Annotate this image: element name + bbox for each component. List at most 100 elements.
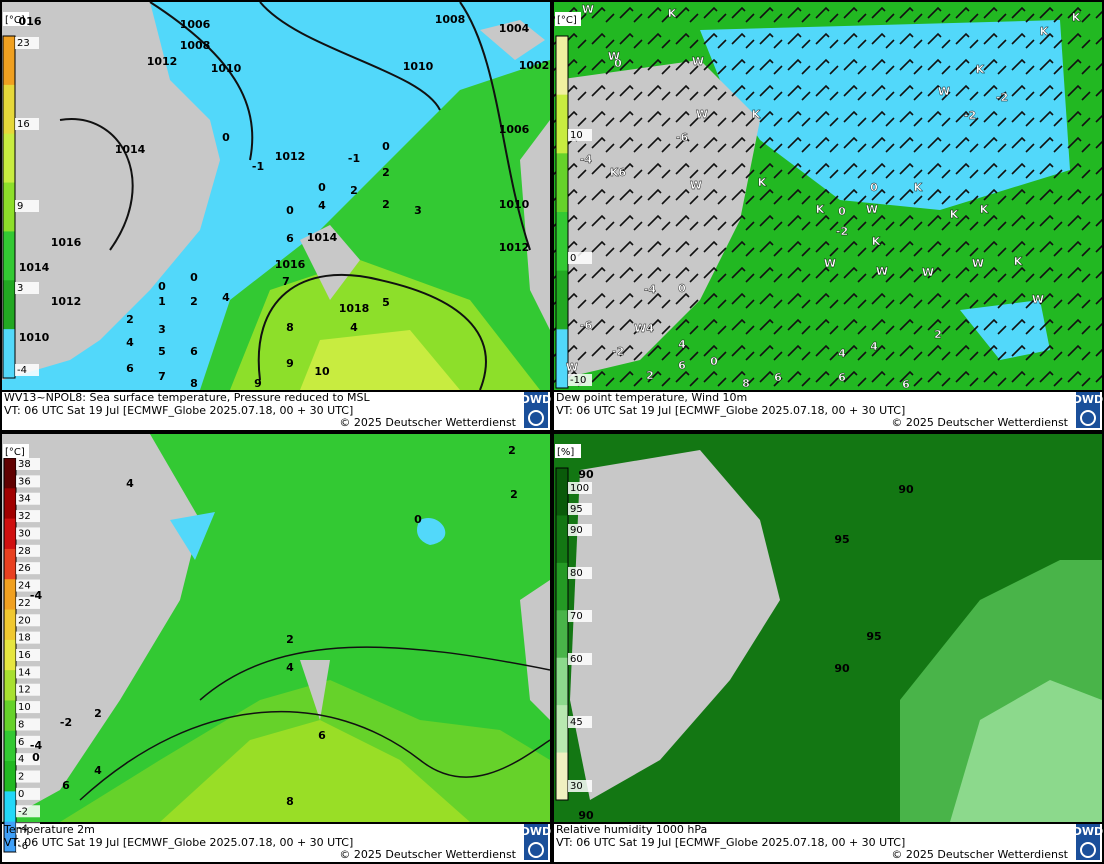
colorbar-swatch xyxy=(4,488,16,520)
contour-label: -6 xyxy=(676,131,689,144)
caption-copyright: © 2025 Deutscher Wetterdienst xyxy=(891,848,1068,861)
contour-label: 4 xyxy=(870,340,878,353)
contour-label: 1012 xyxy=(147,55,178,68)
contour-label: -2 xyxy=(612,345,624,358)
contour-label: -2 xyxy=(836,225,848,238)
panel-sst xyxy=(2,1,550,391)
colorbar-label: -2 xyxy=(18,806,28,817)
t2m-yellowgreen xyxy=(160,720,470,822)
colorbar-swatch xyxy=(556,153,568,213)
colorbar-label: 24 xyxy=(18,581,31,592)
panel-rh xyxy=(554,434,1102,822)
colorbar-swatch xyxy=(4,730,16,762)
contour-label: 6 xyxy=(62,779,70,792)
contour-label: W xyxy=(696,108,708,121)
colorbar-label: 38 xyxy=(18,459,31,470)
caption-box xyxy=(554,392,1102,430)
contour-label: 5 xyxy=(382,296,390,309)
contour-label: 1006 xyxy=(180,18,211,31)
colorbar-label: 28 xyxy=(18,546,31,557)
colorbar-unit: [%] xyxy=(557,447,574,458)
contour-label: 8 xyxy=(190,377,198,390)
colorbar-swatch xyxy=(3,84,15,135)
contour-label: 1010 xyxy=(499,198,530,211)
colorbar-swatch xyxy=(556,94,568,154)
contour-label: -2 xyxy=(964,109,976,122)
contour-label: 2 xyxy=(382,198,390,211)
colorbar-label: 12 xyxy=(18,685,31,696)
contour-label: 2 xyxy=(126,313,134,326)
colorbar-label-bg xyxy=(568,653,592,665)
colorbar-swatch xyxy=(3,36,15,86)
contour-label: 4 xyxy=(126,336,134,349)
colorbar-swatch xyxy=(556,329,568,389)
contour-label: 4 xyxy=(126,477,134,490)
contour-label: 2 xyxy=(934,328,942,341)
colorbar-label-bg xyxy=(16,562,40,575)
contour-label: 6 xyxy=(838,371,846,384)
contour-label: 1010 xyxy=(403,60,434,73)
contour-label: 6 xyxy=(678,359,686,372)
colorbar-label: 45 xyxy=(570,717,583,728)
colorbar-label-bg xyxy=(16,666,40,679)
contour-label: 90 xyxy=(578,809,594,822)
contour-label: W xyxy=(972,257,984,270)
colorbar-label-bg xyxy=(568,129,592,141)
land xyxy=(2,434,200,822)
contour-label: K xyxy=(872,235,881,248)
contour-label: 0 xyxy=(382,140,390,153)
colorbar-label: 23 xyxy=(17,38,30,49)
colorbar-swatch xyxy=(3,329,15,379)
contour-label: -1 xyxy=(348,152,360,165)
caption-vt: VT: 06 UTC Sat 19 Jul [ECMWF_Globe 2025.… xyxy=(4,404,353,417)
contour-label: 4 xyxy=(318,199,326,212)
contour-label: 1010 xyxy=(19,331,50,344)
contour-label: W xyxy=(824,257,836,270)
colorbar-label: 18 xyxy=(18,633,31,644)
contour-label: -6 xyxy=(580,319,593,332)
colorbar-label-bg xyxy=(568,503,592,515)
colorbar-label-bg xyxy=(16,805,40,818)
contour-label: 7 xyxy=(282,275,290,288)
t2m-cyan xyxy=(170,512,446,560)
colorbar-label: 30 xyxy=(18,528,31,539)
colorbar-label-bg xyxy=(16,787,40,800)
contour-label: K xyxy=(668,7,677,20)
contour-label: -2 xyxy=(60,716,72,729)
colorbar-label: 34 xyxy=(18,494,31,505)
contour-label: 2 xyxy=(646,369,654,382)
contour-label: -4 xyxy=(30,739,43,752)
colorbar-unit: [°C] xyxy=(5,447,25,458)
contour-label: 6 xyxy=(902,378,910,391)
colorbar-label-bg xyxy=(16,683,40,696)
colorbar-label-bg xyxy=(16,614,40,627)
contour-label: 3 xyxy=(414,204,422,217)
contour-label: 0 xyxy=(318,181,326,194)
colorbar-label-bg xyxy=(16,701,40,714)
colorbar-label: 14 xyxy=(18,667,31,678)
dwd-logo-swirl xyxy=(1080,410,1096,426)
contour-label: 2 xyxy=(510,488,518,501)
contour-label: W xyxy=(866,203,878,216)
contour-label: K6 xyxy=(610,166,627,179)
contour-label: 1012 xyxy=(51,295,82,308)
contour-label: W4 xyxy=(634,322,654,335)
colorbar-label-bg xyxy=(16,527,40,540)
contour-label: 9 xyxy=(254,377,262,390)
contour-label: 2 xyxy=(190,295,198,308)
caption-title: Relative humidity 1000 hPa xyxy=(556,823,707,836)
contour-label: W xyxy=(1032,293,1044,306)
colorbar-label: 9 xyxy=(17,201,23,212)
colorbar-label: 3 xyxy=(17,283,23,294)
colorbar-label-bg xyxy=(16,822,40,835)
contour-label: 4 xyxy=(678,338,686,351)
colorbar-label-bg xyxy=(15,282,39,294)
colorbar-label-bg xyxy=(16,718,40,731)
caption-box xyxy=(554,824,1102,862)
contour-label: 1016 xyxy=(51,236,82,249)
contour-label: -4 xyxy=(644,283,657,296)
contour-label: 0 xyxy=(190,271,198,284)
contour-label: W xyxy=(922,266,934,279)
dwd-logo-swirl xyxy=(1080,842,1096,858)
